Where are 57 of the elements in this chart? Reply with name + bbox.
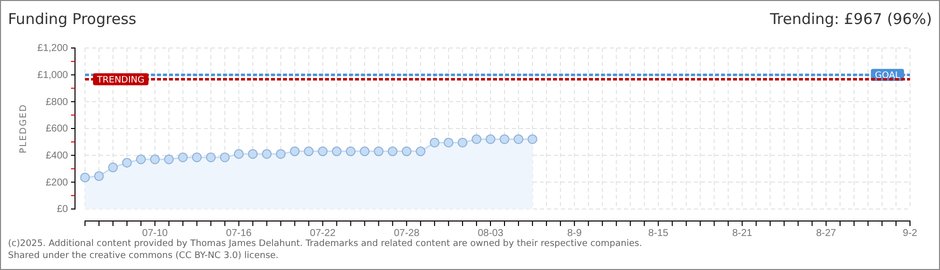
- y-tick-label: £1,000: [37, 70, 68, 82]
- point: [514, 134, 524, 144]
- point: [528, 134, 538, 144]
- y-tick-label: £600: [46, 124, 68, 135]
- point: [122, 158, 132, 168]
- point: [472, 134, 482, 144]
- point: [178, 152, 188, 162]
- point: [346, 146, 356, 156]
- x-tick-label: 8-9: [567, 228, 582, 240]
- point: [248, 149, 258, 159]
- point: [402, 146, 412, 156]
- point: [234, 149, 244, 159]
- y-tick-label: £1,200: [37, 43, 68, 54]
- point: [276, 149, 286, 159]
- point: [80, 172, 90, 182]
- x-tick-label: 08-03: [478, 228, 504, 240]
- point: [220, 152, 230, 162]
- point: [136, 154, 146, 164]
- point: [360, 146, 370, 156]
- point: [332, 146, 342, 156]
- point: [304, 146, 314, 156]
- x-tick-label: 07-22: [310, 228, 336, 240]
- point: [486, 134, 496, 144]
- chart-title: Funding Progress: [8, 10, 137, 28]
- point: [94, 171, 104, 181]
- point: [444, 138, 454, 148]
- point: [150, 154, 160, 164]
- y-tick-label: £400: [46, 150, 68, 162]
- point: [192, 152, 202, 162]
- point: [416, 146, 426, 156]
- y-tick-label: £800: [46, 96, 68, 108]
- ref-line-label: TRENDING: [96, 75, 144, 86]
- ref-line-label: GOAL: [874, 70, 900, 81]
- x-tick-label: 07-16: [226, 228, 252, 240]
- y-tick-label: £0: [56, 204, 68, 216]
- point: [500, 134, 510, 144]
- point: [262, 149, 272, 159]
- x-tick-label: 9-2: [902, 228, 918, 240]
- point: [374, 146, 384, 156]
- text: Shared under the creative commons (CC BY-NC 3.0) license.: [8, 251, 279, 261]
- point: [458, 138, 468, 148]
- x-tick-label: 8-21: [732, 228, 753, 240]
- point: [164, 154, 174, 164]
- x-tick-label: 07-10: [142, 228, 168, 240]
- point: [430, 138, 440, 148]
- chart-subtitle: Trending: £967 (96%): [768, 10, 932, 28]
- x-tick-label: 8-15: [648, 228, 669, 240]
- point: [388, 146, 398, 156]
- y-axis-title: PLEDGED: [19, 104, 29, 154]
- x-tick-label: 07-28: [394, 228, 420, 240]
- y-tick-label: £200: [46, 177, 68, 188]
- x-tick-label: 8-27: [816, 228, 837, 240]
- point: [108, 162, 118, 172]
- point: [290, 146, 300, 156]
- text: (c)2025. Additional content provided by Thomas James Delahunt. Trademarks and related content are owned by their respective companies.: [8, 239, 642, 249]
- point: [206, 152, 216, 162]
- point: [318, 146, 328, 156]
